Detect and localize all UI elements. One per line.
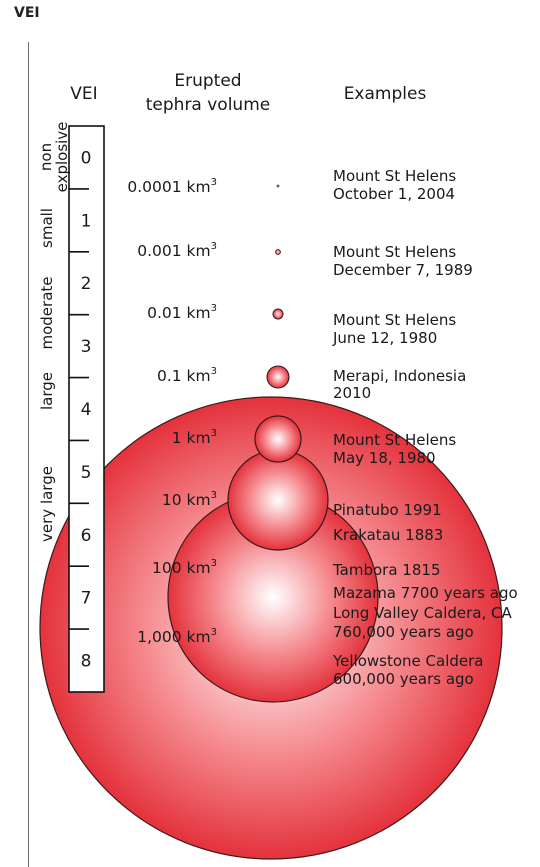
- volume-exponent: 3: [211, 428, 217, 439]
- volume-exponent: 3: [211, 558, 217, 569]
- volume-exponent: 3: [211, 241, 217, 252]
- vei-scale-box: [68, 125, 105, 693]
- category-label-line1: non: [37, 143, 55, 171]
- category-label-text: large: [38, 372, 56, 410]
- example-label-vei-8-line1: Yellowstone Caldera: [332, 652, 484, 670]
- volume-label-vei-7: 1,000 km3: [137, 627, 217, 646]
- volume-exponent: 3: [211, 490, 217, 501]
- example-label-vei-5-line2: Krakatau 1883: [333, 526, 443, 544]
- example-label-vei-3-line1: Merapi, Indonesia: [333, 367, 466, 385]
- vei-number-1: 1: [81, 211, 92, 231]
- vei-number-3: 3: [81, 337, 92, 357]
- example-label-vei-4-line2: May 18, 1980: [333, 449, 436, 467]
- volume-label-vei-0: 0.0001 km3: [127, 177, 217, 196]
- example-label-vei-1-line1: Mount St Helens: [333, 243, 456, 261]
- header-volume-line1: Erupted: [174, 71, 241, 91]
- example-label-vei-7-line1: Long Valley Caldera, CA: [333, 604, 513, 622]
- category-label-text: small: [38, 208, 56, 248]
- volume-circle-vei-3: [272, 308, 284, 320]
- category-label-text: very large: [38, 466, 56, 542]
- example-label-vei-6-line2: Mazama 7700 years ago: [333, 584, 518, 602]
- example-label-vei-0-line2: October 1, 2004: [333, 185, 455, 203]
- vei-number-2: 2: [81, 274, 92, 294]
- example-label-vei-0-line1: Mount St Helens: [333, 167, 456, 185]
- example-label-vei-2-line1: Mount St Helens: [333, 311, 456, 329]
- header-examples: Examples: [344, 84, 427, 104]
- example-label-vei-7-line2: 760,000 years ago: [333, 623, 474, 641]
- example-label-vei-5-line1: Pinatubo 1991: [333, 501, 442, 519]
- example-label-vei-6-line1: Tambora 1815: [332, 561, 440, 579]
- volume-circle-vei-6: [227, 449, 329, 551]
- left-divider-line: [28, 42, 29, 867]
- category-label: moderate: [38, 276, 56, 349]
- header-volume-line2: tephra volume: [146, 95, 270, 115]
- category-label: very large: [38, 466, 56, 542]
- example-label-vei-1-line2: December 7, 1989: [333, 261, 473, 279]
- header-vei: VEI: [70, 84, 97, 104]
- volume-label-vei-3: 0.1 km3: [157, 366, 217, 385]
- volume-label-vei-4: 1 km3: [172, 428, 217, 447]
- example-label-vei-2-line2: June 12, 1980: [332, 329, 437, 347]
- volume-exponent: 3: [211, 366, 217, 377]
- volume-exponent: 3: [211, 627, 217, 638]
- volume-exponent: 3: [211, 303, 217, 314]
- vei-number-4: 4: [81, 400, 92, 420]
- volume-label-vei-6: 100 km3: [152, 558, 217, 577]
- volume-exponent: 3: [211, 177, 217, 188]
- example-label-vei-8-line2: 600,000 years ago: [333, 670, 474, 688]
- vei-number-0: 0: [81, 148, 92, 168]
- volume-label-vei-5: 10 km3: [162, 490, 217, 509]
- vei-number-6: 6: [81, 526, 92, 546]
- volume-circle-vei-1: [276, 184, 280, 188]
- volume-circle-vei-4: [266, 365, 290, 389]
- category-label-line2: explosive: [53, 122, 71, 193]
- page-title: VEI: [14, 5, 40, 21]
- volume-circle-vei-2: [275, 249, 281, 255]
- volume-label-vei-1: 0.001 km3: [137, 241, 217, 260]
- category-label-text: moderate: [38, 276, 56, 349]
- example-label-vei-4-line1: Mount St Helens: [333, 431, 456, 449]
- vei-number-5: 5: [81, 463, 92, 483]
- category-label: large: [38, 372, 56, 410]
- vei-number-7: 7: [81, 589, 92, 609]
- category-label: small: [38, 208, 56, 248]
- volume-label-vei-2: 0.01 km3: [147, 303, 217, 322]
- vei-number-8: 8: [81, 652, 92, 672]
- example-label-vei-3-line2: 2010: [333, 384, 371, 402]
- volume-circle-vei-5: [254, 415, 302, 463]
